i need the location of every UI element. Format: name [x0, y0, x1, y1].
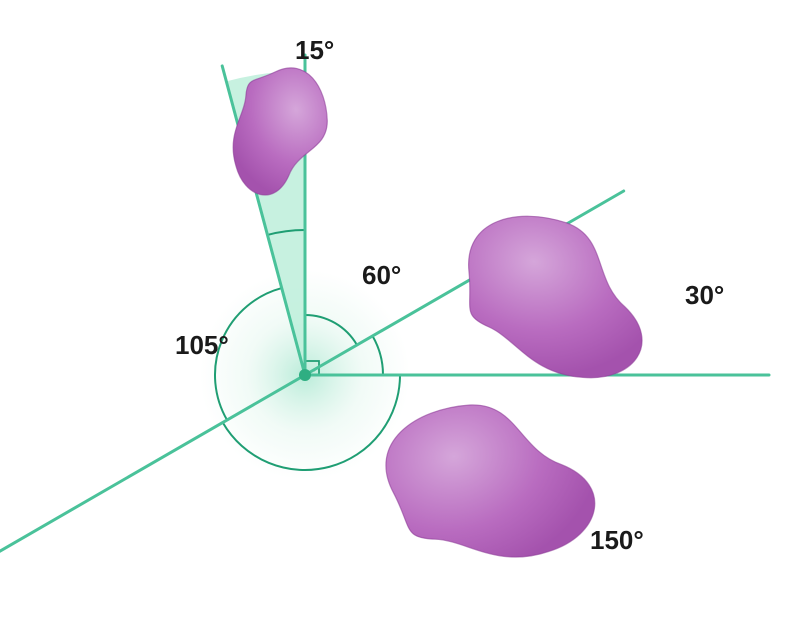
label-150: 150° — [590, 525, 644, 556]
label-60: 60° — [362, 260, 401, 291]
diagram-svg — [0, 0, 787, 632]
label-105: 105° — [175, 330, 229, 361]
blob-150 — [376, 382, 603, 582]
label-30: 30° — [685, 280, 724, 311]
stage: 15° 60° 30° 150° 105° — [0, 0, 787, 632]
center-dot — [299, 369, 311, 381]
label-15: 15° — [295, 35, 334, 66]
blob-30 — [452, 206, 661, 387]
